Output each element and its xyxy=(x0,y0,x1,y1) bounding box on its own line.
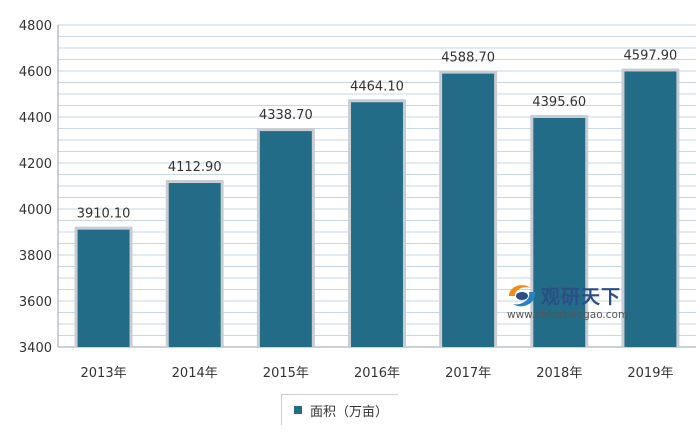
x-tick-label: 2016年 xyxy=(354,366,400,381)
x-tick-label: 2013年 xyxy=(81,366,127,381)
swirl-logo-icon xyxy=(509,285,536,307)
data-label: 4464.10 xyxy=(350,79,404,94)
bars xyxy=(74,68,680,348)
bar xyxy=(77,229,130,347)
bar xyxy=(624,71,677,347)
bar xyxy=(168,183,221,347)
watermark-url: www.chinabaogao.com xyxy=(507,309,629,321)
y-tick-label: 3600 xyxy=(19,295,52,310)
watermark: 观研天下 www.chinabaogao.com xyxy=(503,280,678,324)
x-tick-label: 2017年 xyxy=(445,366,491,381)
data-labels: 3910.10 4112.90 4338.70 4464.10 4588.70 4395.… xyxy=(77,48,678,221)
data-label: 4112.90 xyxy=(168,160,222,175)
data-label: 3910.10 xyxy=(77,207,131,222)
y-tick-label: 3800 xyxy=(19,249,52,264)
data-label: 4597.90 xyxy=(624,48,678,63)
x-axis-ticks: 2013年 2014年 2015年 2016年 2017年 2018年 2019年 xyxy=(81,366,674,381)
x-tick-label: 2014年 xyxy=(172,366,218,381)
y-tick-label: 4800 xyxy=(19,19,52,34)
y-tick-label: 4400 xyxy=(19,111,52,126)
bar xyxy=(259,131,312,347)
y-tick-label: 4000 xyxy=(19,203,52,218)
data-label: 4588.70 xyxy=(441,51,495,66)
data-label: 4395.60 xyxy=(532,95,586,110)
x-tick-label: 2019年 xyxy=(627,366,673,381)
bar xyxy=(533,118,586,348)
y-tick-label: 3400 xyxy=(19,341,52,356)
legend: 面积（万亩） xyxy=(281,394,399,425)
x-tick-label: 2015年 xyxy=(263,366,309,381)
data-label: 4338.70 xyxy=(259,108,313,123)
bar xyxy=(351,102,403,348)
x-tick-label: 2018年 xyxy=(536,366,582,381)
legend-swatch xyxy=(294,406,302,414)
bar xyxy=(442,73,495,347)
y-tick-label: 4600 xyxy=(19,65,52,80)
y-tick-label: 4200 xyxy=(19,157,52,172)
y-axis-ticks: 3400 3600 3800 4000 4200 4400 4600 4800 xyxy=(19,19,52,356)
legend-label: 面积（万亩） xyxy=(310,404,389,420)
watermark-brand: 观研天下 xyxy=(541,286,622,308)
